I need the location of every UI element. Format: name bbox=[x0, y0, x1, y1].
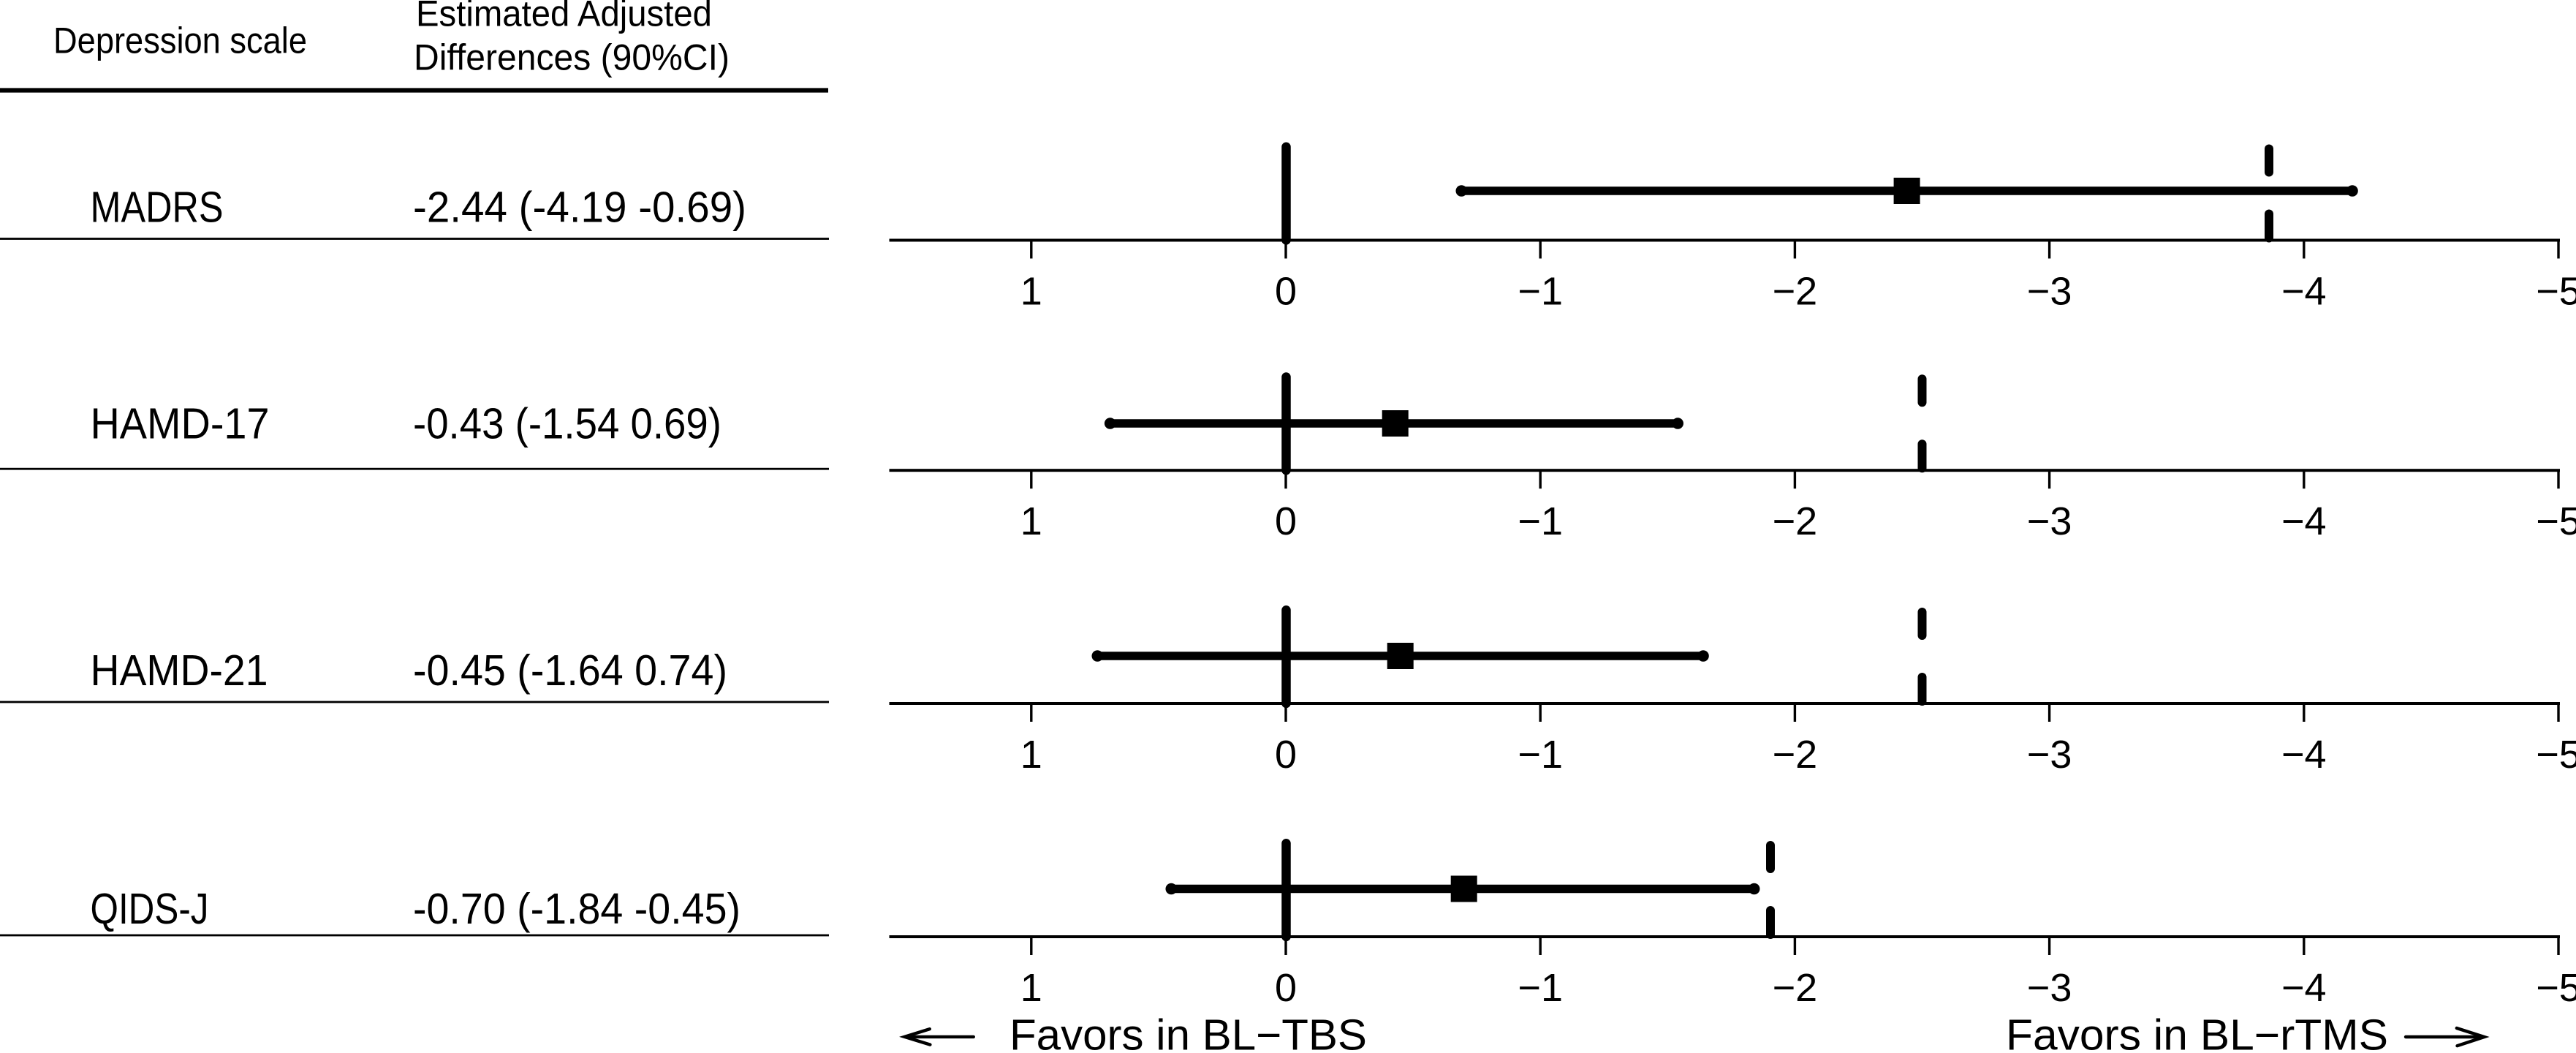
svg-text:-0.70 (-1.84 -0.45): -0.70 (-1.84 -0.45) bbox=[413, 885, 740, 933]
svg-text:1: 1 bbox=[1020, 499, 1042, 543]
svg-text:−1: −1 bbox=[1518, 270, 1563, 314]
svg-text:Differences (90%CI): Differences (90%CI) bbox=[414, 37, 730, 78]
svg-text:−1: −1 bbox=[1518, 966, 1563, 1010]
svg-text:−5: −5 bbox=[2536, 499, 2576, 543]
svg-text:−3: −3 bbox=[2027, 499, 2072, 543]
svg-text:-0.43 (-1.54 0.69): -0.43 (-1.54 0.69) bbox=[413, 400, 721, 448]
svg-text:−4: −4 bbox=[2281, 499, 2327, 543]
svg-text:−4: −4 bbox=[2281, 966, 2327, 1010]
svg-text:HAMD-17: HAMD-17 bbox=[91, 400, 270, 448]
svg-text:0: 0 bbox=[1275, 270, 1297, 314]
svg-text:-2.44 (-4.19 -0.69): -2.44 (-4.19 -0.69) bbox=[413, 184, 746, 232]
svg-text:Depression scale: Depression scale bbox=[53, 20, 307, 61]
svg-text:−1: −1 bbox=[1518, 499, 1563, 543]
svg-text:1: 1 bbox=[1020, 966, 1042, 1010]
svg-text:HAMD-21: HAMD-21 bbox=[91, 646, 268, 695]
svg-text:−3: −3 bbox=[2027, 733, 2072, 777]
svg-text:-0.45 (-1.64 0.74): -0.45 (-1.64 0.74) bbox=[413, 646, 727, 695]
svg-text:Favors in BL−rTMS: Favors in BL−rTMS bbox=[2006, 1011, 2388, 1053]
svg-text:−2: −2 bbox=[1773, 499, 1818, 543]
svg-text:−5: −5 bbox=[2536, 733, 2576, 777]
svg-text:−4: −4 bbox=[2281, 270, 2327, 314]
svg-text:1: 1 bbox=[1020, 270, 1042, 314]
svg-text:−5: −5 bbox=[2536, 966, 2576, 1010]
svg-text:QIDS-J: QIDS-J bbox=[91, 885, 209, 933]
svg-text:−1: −1 bbox=[1518, 733, 1563, 777]
svg-text:0: 0 bbox=[1275, 499, 1297, 543]
svg-text:−2: −2 bbox=[1773, 733, 1818, 777]
svg-text:0: 0 bbox=[1275, 966, 1297, 1010]
svg-text:−2: −2 bbox=[1773, 270, 1818, 314]
svg-text:−3: −3 bbox=[2027, 270, 2072, 314]
svg-text:0: 0 bbox=[1275, 733, 1297, 777]
svg-text:−4: −4 bbox=[2281, 733, 2327, 777]
svg-text:MADRS: MADRS bbox=[91, 184, 224, 232]
svg-text:−2: −2 bbox=[1773, 966, 1818, 1010]
svg-text:Favors in BL−TBS: Favors in BL−TBS bbox=[1009, 1011, 1367, 1053]
svg-text:1: 1 bbox=[1020, 733, 1042, 777]
svg-text:Estimated Adjusted: Estimated Adjusted bbox=[416, 0, 712, 34]
svg-text:−5: −5 bbox=[2536, 270, 2576, 314]
svg-text:−3: −3 bbox=[2027, 966, 2072, 1010]
